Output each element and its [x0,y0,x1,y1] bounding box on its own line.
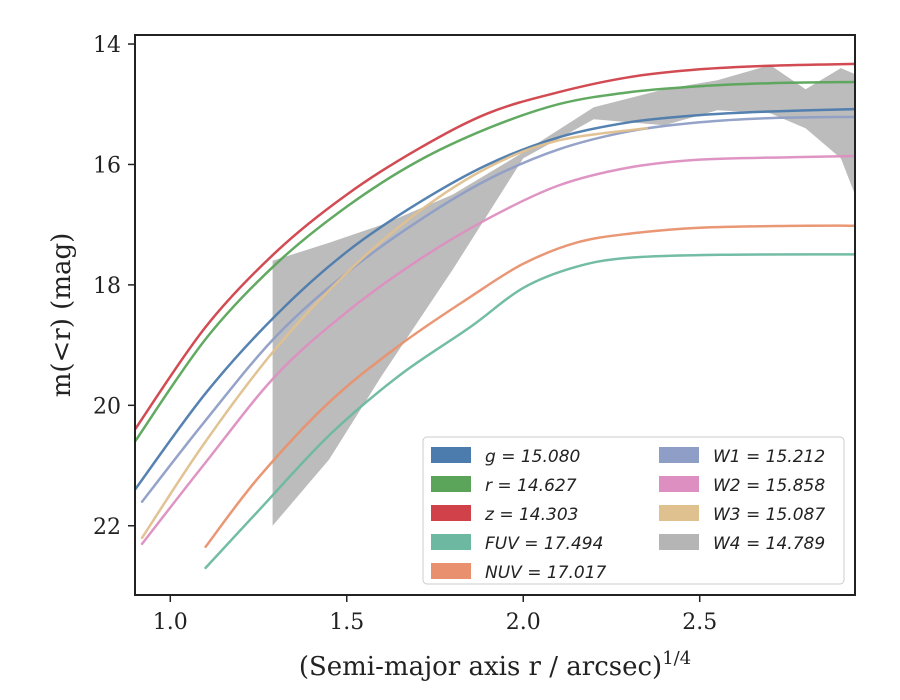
y-axis: 14 16 18 20 22 [93,33,135,540]
x-tick-label: 2.5 [682,610,717,635]
legend-label: W1 = 15.212 [713,447,825,467]
legend-swatch [431,534,471,550]
legend-label: g = 15.080 [485,447,580,467]
x-axis: 1.0 1.5 2.0 2.5 [153,595,717,635]
series-line-r [135,80,855,443]
x-tick-label: 1.5 [329,610,364,635]
plot-frame [134,34,856,596]
y-tick-label: 14 [93,33,121,58]
series-line-w1 [140,115,855,503]
legend-label: FUV = 17.494 [485,534,603,554]
legend-swatch [659,447,699,463]
y-tick-label: 20 [93,394,121,419]
series-line-nuv [204,224,855,549]
legend-swatch [431,505,471,521]
legend-label: NUV = 17.017 [485,563,607,583]
legend-swatch [659,505,699,521]
y-tick-label: 22 [93,515,121,540]
legend-swatch [659,476,699,492]
x-axis-label: (Semi-major axis r / arcsec)1/4 [299,648,691,682]
y-tick-label: 16 [93,153,121,178]
legend-box [422,436,845,585]
legend-label: W3 = 15.087 [713,505,825,525]
series-line-w2 [140,154,855,546]
legend-swatch [431,447,471,463]
legend-label: z = 14.303 [484,505,578,525]
legend: g = 15.080 r = 14.627 z = 14.303 FUV = 17.4… [422,436,845,585]
y-axis-label: m(<r) (mag) [47,233,77,398]
series-line-z [135,62,855,431]
legend-swatch [431,476,471,492]
series-layer [135,62,855,570]
legend-swatch [659,534,699,550]
series-line-g [135,107,855,491]
legend-label: W4 = 14.789 [713,534,825,554]
legend-label: W2 = 15.858 [713,476,825,496]
x-tick-label: 1.0 [153,610,188,635]
x-tick-label: 2.0 [506,610,541,635]
series-line-fuv [204,253,855,570]
legend-label: r = 14.627 [485,476,577,496]
series-line-w3 [140,127,649,540]
y-tick-label: 18 [93,274,121,299]
legend-swatch [431,563,471,579]
